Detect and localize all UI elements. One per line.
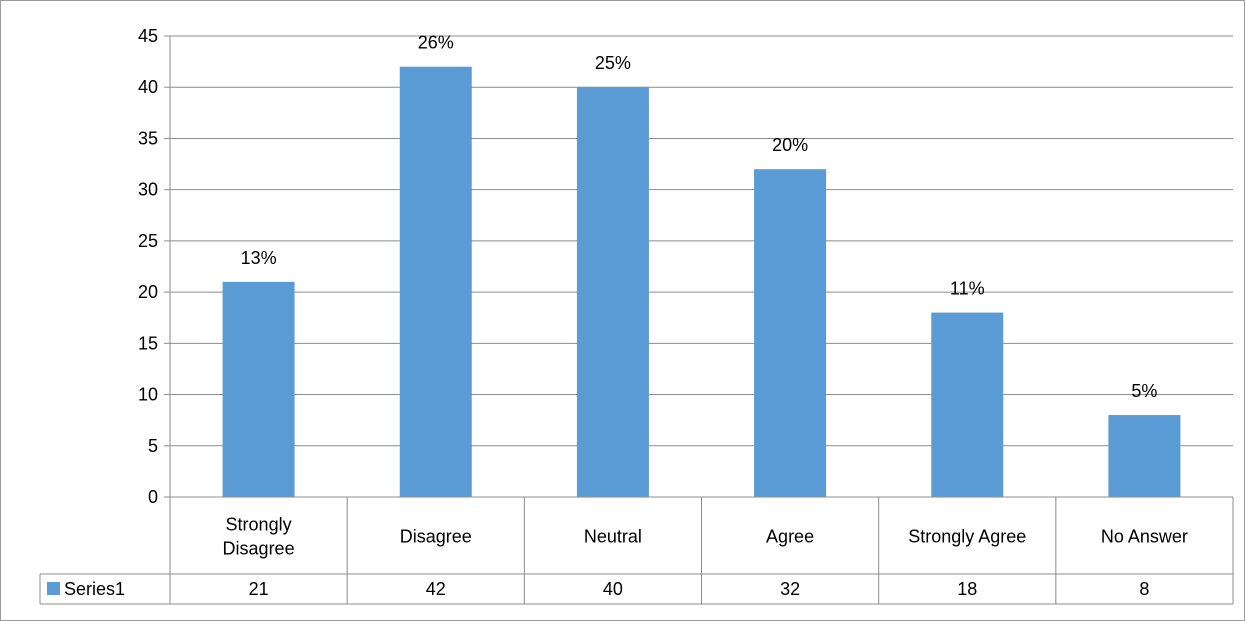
y-tick-label-45: 45 [138,26,158,46]
category-label-1-0: Disagree [400,527,472,547]
data-label-2: 25% [595,53,631,73]
category-label-0-0: Strongly [226,515,292,535]
table-value-3: 32 [780,579,800,599]
y-axis: 0 5 10 15 20 25 30 35 40 45 [138,26,171,507]
bars [222,66,1181,497]
bar-3 [754,169,827,497]
bar-1 [399,66,472,497]
legend-series-name: Series1 [64,579,125,599]
category-label-0-1: Disagree [223,539,295,559]
bar-5 [1108,415,1181,497]
gridlines [170,35,1233,447]
category-label-2-0: Neutral [584,527,642,547]
y-tick-label-20: 20 [138,282,158,302]
data-label-5: 5% [1131,381,1157,401]
category-label-4-0: Strongly Agree [908,527,1026,547]
data-label-4: 11% [950,279,985,299]
legend-swatch [47,582,60,595]
y-tick-label-15: 15 [138,333,158,353]
table-value-2: 40 [603,579,623,599]
data-label-3: 20% [772,135,808,155]
y-tick-label-0: 0 [148,487,158,507]
data-label-1: 26% [418,33,454,53]
table-value-1: 42 [426,579,446,599]
y-tick-label-10: 10 [138,385,158,405]
y-tick-label-5: 5 [148,436,158,456]
y-tick-label-25: 25 [138,231,158,251]
data-table: Strongly Disagree Disagree Neutral Agree Stro… [39,496,1234,605]
category-label-3-0: Agree [766,527,814,547]
bar-4 [931,312,1004,497]
data-labels: 13% 26% 25% 20% 11% 5% [241,33,1158,401]
table-value-4: 18 [957,579,977,599]
bar-2 [576,87,649,497]
table-value-0: 21 [249,579,269,599]
y-tick-label-35: 35 [138,128,158,148]
y-tick-label-30: 30 [138,180,158,200]
bar-0 [222,281,295,497]
category-label-5-0: No Answer [1101,527,1188,547]
data-label-0: 13% [241,248,277,268]
table-value-5: 8 [1139,579,1149,599]
y-tick-label-40: 40 [138,77,158,97]
